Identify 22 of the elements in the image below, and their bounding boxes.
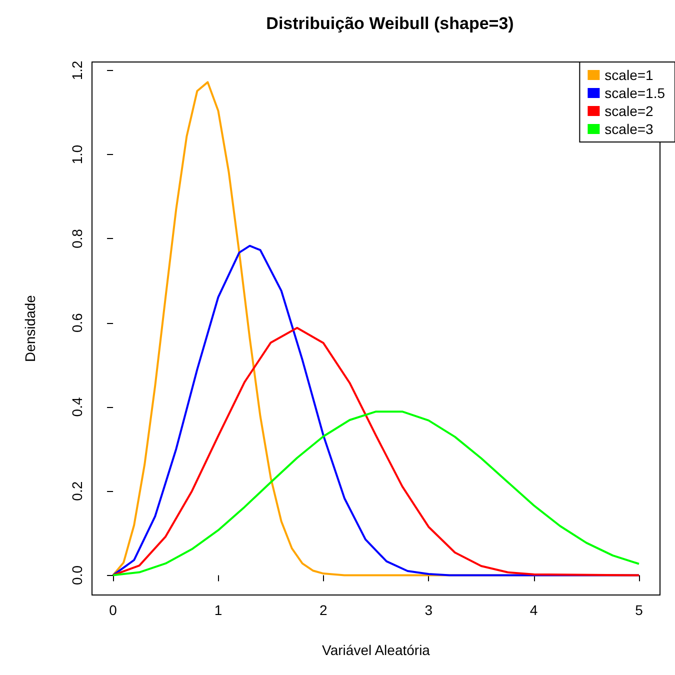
x-tick-label: 5 xyxy=(635,602,644,618)
x-axis-title: Variável Aleatória xyxy=(322,642,430,658)
legend-label: scale=2 xyxy=(604,103,654,119)
line-series xyxy=(112,410,640,576)
x-tick-label: 2 xyxy=(320,602,328,618)
y-tick-label: 0.0 xyxy=(69,565,85,585)
chart-title: Distribuição Weibull (shape=3) xyxy=(266,14,514,33)
y-tick-label: 1.2 xyxy=(69,60,85,80)
y-tick-label: 0.4 xyxy=(69,397,85,417)
x-tick-label: 3 xyxy=(424,602,433,618)
legend-label: scale=1.5 xyxy=(604,85,666,101)
x-tick-label: 1 xyxy=(214,602,222,618)
y-tick-label: 0.2 xyxy=(69,481,85,501)
legend-label: scale=3 xyxy=(604,121,654,137)
x-tick-label: 0 xyxy=(109,602,118,618)
line-series xyxy=(112,326,640,576)
y-axis-title: Densidade xyxy=(22,294,38,362)
legend-label: scale=1 xyxy=(604,67,654,83)
x-tick-label: 4 xyxy=(530,602,538,618)
y-tick-label: 1.0 xyxy=(69,144,85,164)
y-tick-label: 0.6 xyxy=(69,312,85,333)
y-tick-label: 0.8 xyxy=(69,228,85,248)
